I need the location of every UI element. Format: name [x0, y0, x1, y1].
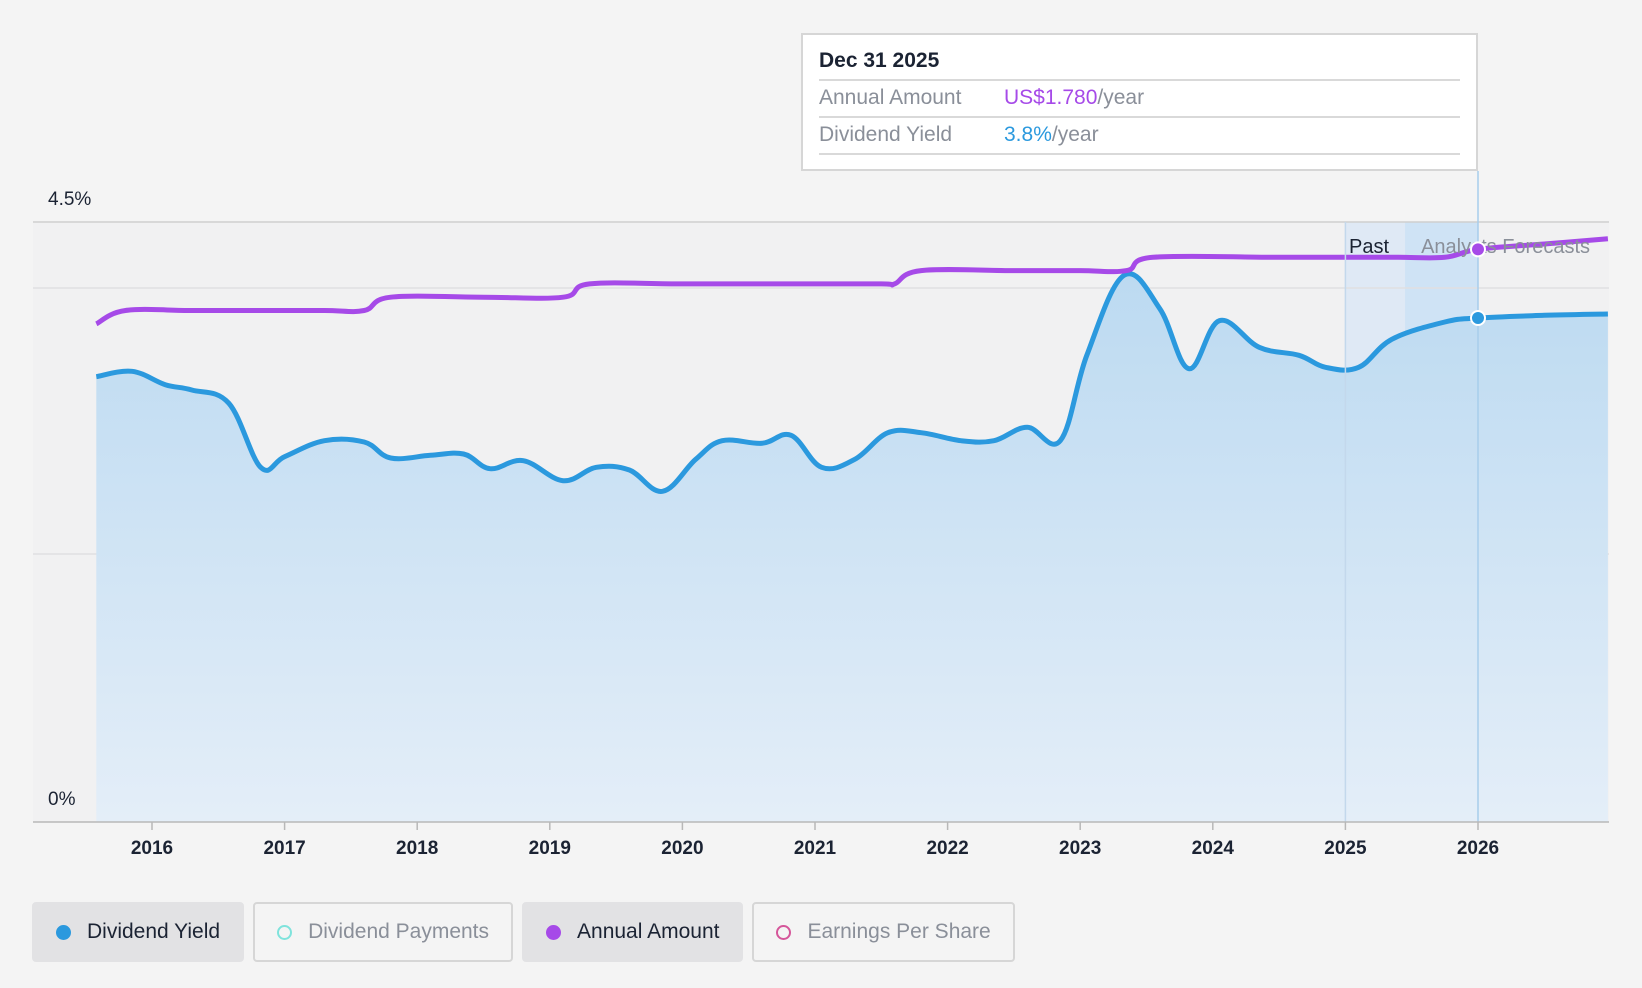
tooltip-annual-amount-label: Annual Amount: [819, 86, 962, 109]
tooltip-annual-amount-unit: /year: [1097, 86, 1145, 109]
annual-amount-line: [95, 236, 1609, 327]
legend-dividend-payments-button[interactable]: Dividend Payments: [253, 902, 514, 962]
chart-legend: Dividend Yield Dividend Payments Annual …: [32, 902, 1015, 962]
x-tick-label: 2021: [794, 838, 837, 859]
annual-amount-highlight-point[interactable]: [1470, 241, 1486, 258]
x-tick-label: 2019: [529, 838, 571, 859]
x-tick-label: 2025: [1324, 838, 1367, 859]
dividend-yield-line: [95, 271, 1608, 494]
x-axis-ticks: 2016 2017 2018 2019 2020 2021 2022 2023 2024 2025…: [131, 822, 1499, 859]
past-label: Past: [1349, 236, 1389, 258]
y-label-min: 0%: [48, 789, 76, 810]
y-label-max: 4.5%: [48, 189, 91, 210]
analysts-forecasts-label: Analysts Forecasts: [1421, 236, 1590, 258]
dividend-chart: Past Analysts Forecasts 4.5% 0% 2016 2017…: [33, 171, 1609, 859]
tooltip-dividend-yield-value: 3.8%: [1004, 123, 1052, 146]
legend-dividend-payments-dot-icon: [277, 924, 293, 940]
legend-earnings-per-share-label: Earnings Per Share: [807, 920, 991, 943]
x-tick-label: 2024: [1192, 838, 1235, 859]
tooltip-dividend-yield-label: Dividend Yield: [819, 123, 953, 146]
x-tick-label: 2018: [396, 838, 438, 859]
chart-tooltip: Dec 31 2025 Annual Amount US$1.780/year …: [801, 33, 1478, 171]
tooltip-dividend-yield-row: Dividend Yield 3.8%/year: [819, 118, 1460, 155]
legend-annual-amount-dot-icon: [546, 924, 562, 940]
x-tick-label: 2023: [1059, 838, 1101, 859]
tooltip-dividend-yield-unit: /year: [1051, 123, 1099, 146]
legend-dividend-yield-label: Dividend Yield: [87, 920, 221, 943]
legend-dividend-payments-label: Dividend Payments: [308, 920, 490, 943]
tooltip-date: Dec 31 2025: [819, 49, 1460, 81]
dividend-yield-area: [96, 273, 1608, 823]
x-tick-label: 2017: [263, 838, 305, 859]
dividend-yield-highlight-point[interactable]: [1470, 310, 1486, 326]
legend-earnings-per-share-button[interactable]: Earnings Per Share: [752, 902, 1015, 962]
tooltip-annual-amount-value: US$1.780: [1004, 86, 1098, 109]
x-tick-label: 2016: [131, 838, 173, 859]
legend-annual-amount-button[interactable]: Annual Amount: [522, 902, 744, 962]
tooltip-annual-amount-row: Annual Amount US$1.780/year: [819, 81, 1460, 118]
legend-dividend-yield-button[interactable]: Dividend Yield: [32, 902, 245, 962]
legend-annual-amount-label: Annual Amount: [577, 920, 720, 943]
legend-earnings-per-share-dot-icon: [776, 924, 792, 940]
x-tick-label: 2026: [1457, 838, 1499, 859]
legend-dividend-yield-dot-icon: [56, 924, 71, 940]
x-tick-label: 2020: [661, 838, 703, 859]
x-tick-label: 2022: [926, 838, 968, 859]
